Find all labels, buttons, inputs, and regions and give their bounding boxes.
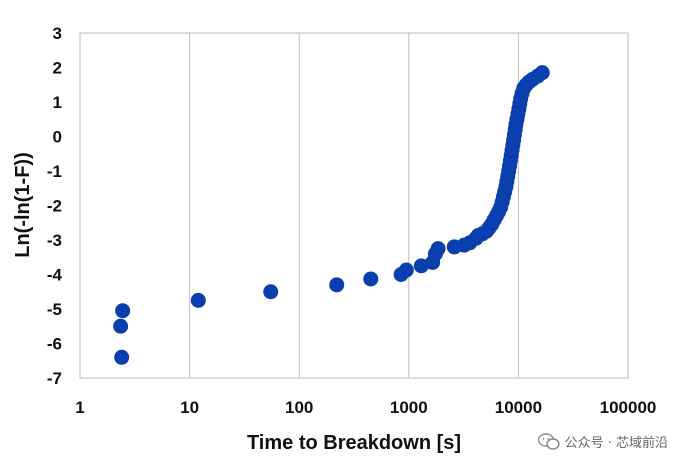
x-tick-label: 1000 bbox=[390, 398, 428, 417]
y-tick-label: -5 bbox=[47, 300, 62, 319]
watermark: 公众号 · 芯域前沿 bbox=[537, 432, 668, 451]
y-tick-label: -6 bbox=[47, 335, 62, 354]
data-point bbox=[534, 65, 550, 81]
x-tick-label: 10000 bbox=[495, 398, 542, 417]
y-tick-label: -3 bbox=[47, 231, 62, 250]
data-point bbox=[398, 262, 414, 278]
data-point bbox=[113, 318, 129, 334]
data-point bbox=[430, 241, 446, 257]
data-point bbox=[114, 349, 130, 365]
y-tick-label: -4 bbox=[47, 266, 63, 285]
data-point bbox=[263, 284, 279, 300]
y-axis-title: Ln(-ln(1-F)) bbox=[12, 152, 34, 258]
data-point bbox=[115, 303, 131, 319]
y-tick-labels: 3 2 1 0 -1 -2 -3 -4 -5 -6 -7 bbox=[47, 24, 63, 388]
data-point bbox=[190, 292, 206, 308]
y-tick-label: 1 bbox=[53, 93, 62, 112]
x-axis-title: Time to Breakdown [s] bbox=[247, 432, 461, 454]
watermark-text: 公众号 · 芯域前沿 bbox=[564, 436, 668, 451]
x-tick-label: 1 bbox=[75, 398, 84, 417]
y-tick-label: 2 bbox=[53, 59, 62, 78]
wechat-icon bbox=[537, 432, 560, 450]
y-tick-label: 3 bbox=[53, 24, 62, 43]
data-point bbox=[413, 258, 429, 274]
y-tick-label: -1 bbox=[47, 162, 62, 181]
data-point bbox=[329, 277, 345, 293]
y-tick-label: -2 bbox=[47, 197, 62, 216]
y-tick-label: -7 bbox=[47, 369, 62, 388]
data-points bbox=[113, 65, 550, 365]
x-tick-labels: 1 10 100 1000 10000 100000 bbox=[75, 398, 656, 417]
x-tick-label: 100000 bbox=[600, 398, 657, 417]
x-tick-label: 100 bbox=[285, 398, 313, 417]
x-tick-label: 10 bbox=[180, 398, 199, 417]
data-point bbox=[363, 271, 379, 287]
y-tick-label: 0 bbox=[53, 128, 62, 147]
grid-lines bbox=[189, 33, 519, 378]
plot-area bbox=[79, 32, 629, 379]
